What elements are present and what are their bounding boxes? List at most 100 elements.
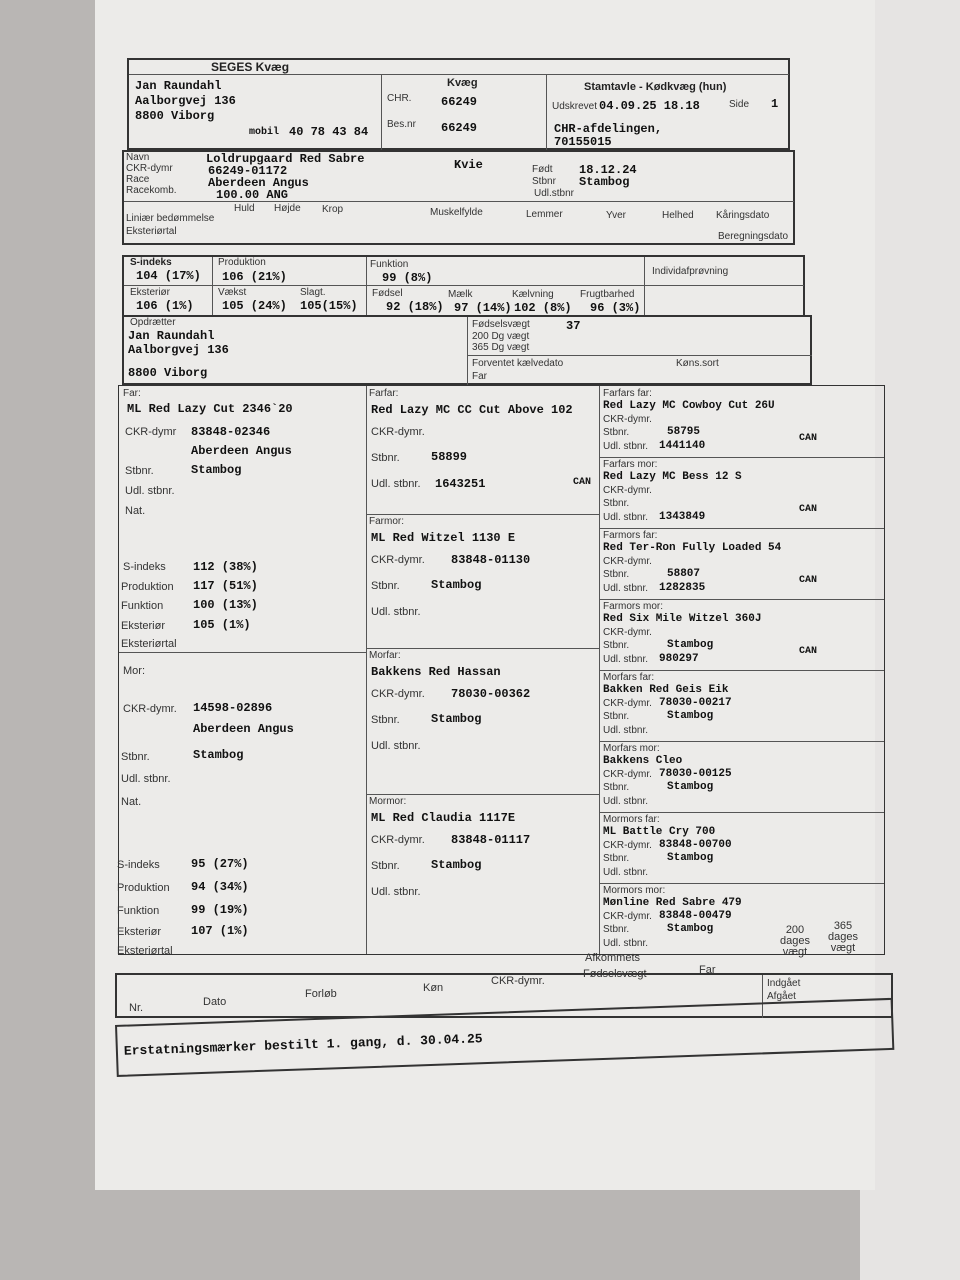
gp-stbnr: 58899 — [431, 450, 468, 464]
ggp-udl-label: Udl. stbnr. — [603, 938, 649, 949]
animal-race: Aberdeen Angus — [208, 176, 309, 190]
ggp-ckr: 83848-00700 — [659, 839, 732, 851]
page-label: Side — [729, 99, 750, 110]
ggp-ckr: 83848-00479 — [659, 910, 732, 922]
kaelv-label: Kælvning — [512, 289, 554, 300]
slagt-index: 105(15%) — [300, 299, 358, 313]
col-yver: Yver — [606, 210, 627, 221]
ggp-stbnr-label: Stbnr. — [603, 427, 630, 438]
ggp-udl: 1343849 — [659, 511, 706, 523]
gp-label: Mormor: — [369, 796, 407, 807]
breeder-box: Opdrætter Jan Raundahl Aalborgvej 136 88… — [122, 315, 812, 385]
sire-race: Aberdeen Angus — [191, 444, 292, 458]
animal-stbnr: Stambog — [579, 175, 630, 189]
dam-stbnr-label: Stbnr. — [121, 751, 150, 763]
ggp-country: CAN — [799, 575, 818, 586]
background-paper — [860, 0, 960, 1280]
dept: CHR-afdelingen, — [554, 122, 663, 136]
gp-stbnr-label: Stbnr. — [371, 580, 400, 592]
dam-ext: 107 (1%) — [191, 924, 249, 938]
ggp-ckr: 78030-00217 — [659, 697, 732, 709]
dam-nat-label: Nat. — [121, 796, 142, 808]
ggp-udl-label: Udl. stbnr. — [603, 441, 649, 452]
dam-ext-label: Eksteriør — [117, 926, 161, 938]
prod-label: Produktion — [218, 257, 266, 268]
divider — [599, 457, 884, 458]
ggp-name: Bakkens Cleo — [603, 755, 683, 767]
gp-label: Farfar: — [369, 388, 399, 399]
s-index: 104 (17%) — [136, 269, 201, 283]
animal-name: Loldrupgaard Red Sabre — [206, 152, 365, 166]
maelk-label: Mælk — [448, 289, 473, 300]
dam-funk: 99 (19%) — [191, 903, 249, 917]
ggp-udl-label: Udl. stbnr. — [603, 583, 649, 594]
birthweight: 37 — [566, 319, 581, 333]
ggp-label: Mormors mor: — [603, 885, 666, 896]
frugt-label: Frugtbarhed — [580, 289, 635, 300]
sire-ckr: 83848-02346 — [191, 425, 271, 439]
birthweight-label: Fødselsvægt — [472, 319, 530, 330]
animal-racekomb: 100.00 ANG — [216, 188, 289, 202]
sire-udl-label: Udl. stbnr. — [125, 485, 175, 497]
ggp-ckr: 78030-00125 — [659, 768, 732, 780]
besnr-value: 66249 — [441, 121, 478, 135]
ggp-stbnr-label: Stbnr. — [603, 711, 630, 722]
chr-value: 66249 — [441, 95, 478, 109]
slagt-label: Slagt. — [300, 287, 326, 298]
gp-stbnr-label: Stbnr. — [371, 860, 400, 872]
gp-label: Morfar: — [369, 650, 401, 661]
ggp-name: Red Six Mile Witzel 360J — [603, 613, 762, 625]
col-huld: Huld — [234, 203, 255, 214]
ggp-stbnr: Stambog — [667, 852, 714, 864]
offspring-section: Afkommets 200 dages vægt 365 dages vægt … — [115, 921, 895, 1080]
gp-udl-label: Udl. stbnr. — [371, 606, 421, 618]
ggp-label: Farmors far: — [603, 530, 658, 541]
header-box: SEGES Kvæg Jan Raundahl Aalborgvej 136 8… — [127, 58, 790, 150]
ggp-name: Red Lazy MC Cowboy Cut 26U — [603, 400, 775, 412]
ggp-ckr-label: CKR-dymr. — [603, 911, 652, 922]
ggp-label: Farfars mor: — [603, 459, 658, 470]
ggp-stbnr: Stambog — [667, 923, 714, 935]
breeder-label: Opdrætter — [130, 317, 176, 328]
pedigree-box: Far: ML Red Lazy Cut 2346`20 CKR-dymr 83… — [117, 385, 885, 957]
doc-title: Stamtavle - Kødkvæg (hun) — [584, 81, 727, 93]
gp-stbnr: Stambog — [431, 578, 482, 592]
breeder-name: Jan Raundahl — [128, 329, 215, 343]
ggp-udl: 1441140 — [659, 440, 706, 452]
frugt-index: 96 (3%) — [590, 301, 641, 315]
printed-label: Udskrevet — [552, 101, 598, 112]
sire-funk: 100 (13%) — [193, 598, 258, 612]
org-name: SEGES Kvæg — [211, 60, 290, 74]
gp-label: Farmor: — [369, 516, 404, 527]
sire-stbnr: Stambog — [191, 463, 242, 477]
owner-name: Jan Raundahl — [135, 79, 222, 93]
sire-exttal-label: Eksteriørtal — [121, 638, 177, 650]
ggp-label: Mormors far: — [603, 814, 660, 825]
divider — [599, 741, 884, 742]
gp-stbnr: Stambog — [431, 858, 482, 872]
sire-ext-label: Eksteriør — [121, 620, 165, 632]
ext-index: 106 (1%) — [136, 299, 194, 313]
ggp-label: Farmors mor: — [603, 601, 663, 612]
ggp-country: CAN — [799, 646, 818, 657]
offspring-title: Afkommets — [585, 952, 641, 964]
dam-stbnr: Stambog — [193, 748, 244, 762]
indiv-label: Individafprøvning — [652, 266, 729, 277]
ggp-stbnr-label: Stbnr. — [603, 498, 630, 509]
ggp-udl-label: Udl. stbnr. — [603, 654, 649, 665]
race-label: Race — [126, 174, 150, 185]
ggp-stbnr-label: Stbnr. — [603, 853, 630, 864]
vaekst-index: 105 (24%) — [222, 299, 287, 313]
col-helhed: Helhed — [662, 210, 694, 221]
ggp-udl-label: Udl. stbnr. — [603, 867, 649, 878]
calving-label: Forventet kælvedato — [472, 358, 564, 369]
dept-no: 70155015 — [554, 135, 612, 149]
dam-ckr: 14598-02896 — [193, 701, 273, 715]
dam-prod: 94 (34%) — [191, 880, 249, 894]
gp-name: ML Red Claudia 1117E — [371, 811, 516, 825]
gp-udl-label: Udl. stbnr. — [371, 478, 421, 490]
ggp-country: CAN — [799, 433, 818, 444]
ggp-udl: 980297 — [659, 653, 699, 665]
sire-ext: 105 (1%) — [193, 618, 251, 632]
dam-ckr-label: CKR-dymr. — [123, 703, 177, 715]
